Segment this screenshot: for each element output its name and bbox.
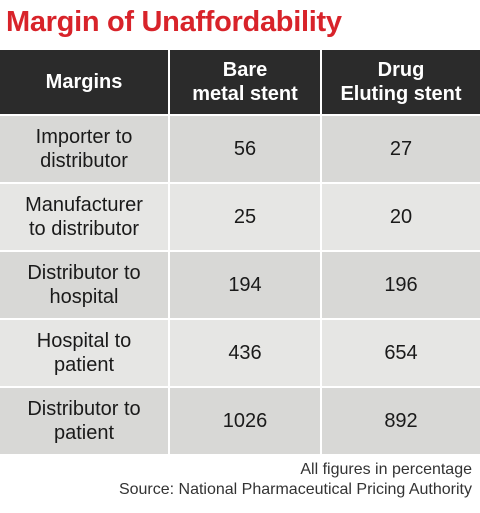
drug-eluting-value: 196 bbox=[320, 252, 480, 318]
bare-metal-value: 436 bbox=[168, 320, 320, 386]
row-label: Hospital to patient bbox=[36, 330, 132, 376]
column-header-drug-eluting-stent: Drug Eluting stent bbox=[320, 50, 480, 114]
drug-eluting-value: 20 bbox=[320, 184, 480, 250]
table-row: Manufacturer to distributor 25 20 bbox=[0, 184, 480, 252]
table-header-row: Margins Bare metal stent Drug Eluting st… bbox=[0, 50, 480, 116]
margins-table: Margins Bare metal stent Drug Eluting st… bbox=[0, 50, 480, 456]
table-footer: All figures in percentage Source: Nation… bbox=[119, 460, 472, 500]
drug-eluting-value: 27 bbox=[320, 116, 480, 182]
table-row: Distributor to hospital 194 196 bbox=[0, 252, 480, 320]
row-label: Importer to distributor bbox=[35, 126, 133, 172]
column-header-margins: Margins bbox=[45, 71, 123, 93]
table-row: Distributor to patient 1026 892 bbox=[0, 388, 480, 456]
table-row: Importer to distributor 56 27 bbox=[0, 116, 480, 184]
bare-metal-value: 25 bbox=[168, 184, 320, 250]
column-header-bare-metal-stent: Bare metal stent bbox=[168, 50, 320, 114]
units-note: All figures in percentage bbox=[300, 461, 472, 478]
chart-title: Margin of Unaffordability bbox=[6, 6, 342, 38]
row-label: Manufacturer to distributor bbox=[25, 194, 143, 240]
bare-metal-value: 1026 bbox=[168, 388, 320, 454]
drug-eluting-value: 892 bbox=[320, 388, 480, 454]
bare-metal-value: 194 bbox=[168, 252, 320, 318]
table-row: Hospital to patient 436 654 bbox=[0, 320, 480, 388]
row-label: Distributor to patient bbox=[27, 398, 141, 444]
row-label: Distributor to hospital bbox=[27, 262, 141, 308]
drug-eluting-value: 654 bbox=[320, 320, 480, 386]
bare-metal-value: 56 bbox=[168, 116, 320, 182]
source-note: Source: National Pharmaceutical Pricing … bbox=[118, 481, 472, 498]
